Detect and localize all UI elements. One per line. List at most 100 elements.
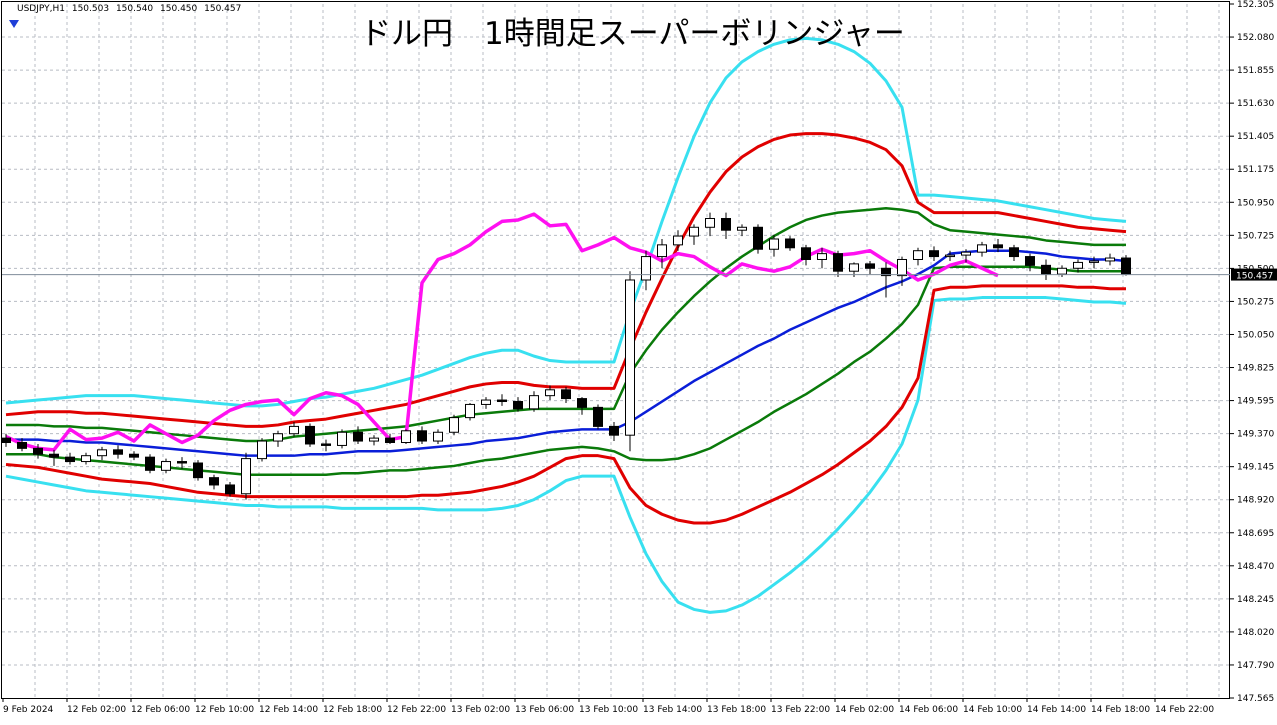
symbol-name: USDJPY,H1 <box>17 4 65 14</box>
candle-body <box>561 389 571 400</box>
time-tick-label: 14 Feb 02:00 <box>835 705 894 715</box>
price-tick-label: 151.175 <box>1237 165 1274 175</box>
candle-body <box>337 431 347 446</box>
candle-body <box>545 389 555 397</box>
band-middle <box>6 249 1127 457</box>
band-minus-3-sigma <box>5 296 1127 614</box>
chart-title: ドル円 1時間足スーパーボリンジャー <box>360 16 905 52</box>
candle-body <box>257 440 267 460</box>
price-tick-label: 151.855 <box>1237 66 1274 76</box>
candle-body <box>33 447 43 455</box>
time-tick-label: 12 Feb 14:00 <box>259 705 318 715</box>
time-tick-label: 14 Feb 10:00 <box>963 705 1022 715</box>
candle-body <box>353 431 363 442</box>
candle-body <box>817 253 827 260</box>
candle-body <box>737 226 747 231</box>
candle-body <box>49 453 59 458</box>
time-tick-label: 14 Feb 18:00 <box>1091 705 1150 715</box>
ohlc-low: 150.450 <box>160 4 198 14</box>
candle-body <box>769 238 779 250</box>
candle-body <box>1009 247 1019 258</box>
candle-body <box>1089 260 1099 263</box>
plot-border <box>1 1 1230 699</box>
price-tick-label: 147.565 <box>1237 694 1274 704</box>
candle-body <box>113 449 123 455</box>
band-plus-3-sigma <box>5 36 1127 408</box>
candle-body <box>193 462 203 479</box>
time-tick-label: 14 Feb 06:00 <box>899 705 958 715</box>
candle-body <box>97 449 107 457</box>
one-click-trading-arrow-icon[interactable] <box>9 20 19 28</box>
candle-body <box>1 437 11 444</box>
price-tick-label: 152.080 <box>1237 33 1274 43</box>
price-tick-label: 151.630 <box>1237 99 1274 109</box>
time-tick-label: 12 Feb 18:00 <box>323 705 382 715</box>
candle-body <box>273 433 283 442</box>
price-tick-label: 149.145 <box>1237 463 1274 473</box>
ohlc-close: 150.457 <box>204 4 242 14</box>
candle-body <box>209 477 219 486</box>
band-lines <box>5 36 1127 614</box>
time-tick-label: 12 Feb 02:00 <box>67 705 126 715</box>
time-tick-label: 13 Feb 10:00 <box>579 705 638 715</box>
symbol-info: USDJPY,H1 150.503 150.540 150.450 150.45… <box>17 4 245 14</box>
candle-body <box>161 461 171 471</box>
band-plus-1-sigma <box>6 206 1126 443</box>
band-minus-2-sigma <box>5 284 1126 525</box>
candle-body <box>577 398 587 408</box>
candle-body <box>385 437 395 444</box>
candle-body <box>753 226 763 250</box>
time-tick-label: 9 Feb 2024 <box>3 705 54 715</box>
candle-body <box>593 406 603 427</box>
time-tick-label: 13 Feb 18:00 <box>707 705 766 715</box>
candle-body <box>609 425 619 436</box>
time-tick-label: 14 Feb 22:00 <box>1155 705 1214 715</box>
time-tick-label: 13 Feb 14:00 <box>643 705 702 715</box>
candle-body <box>17 442 27 449</box>
candle-body <box>513 401 523 410</box>
candle-body <box>497 399 507 403</box>
grid <box>1 1 1230 699</box>
time-axis[interactable]: 9 Feb 2024 12 Feb 02:00 12 Feb 06:00 12 Feb… <box>2 698 1214 715</box>
candle-body <box>401 430 411 444</box>
candle-body <box>801 247 811 260</box>
price-tick-label: 152.305 <box>1237 0 1274 10</box>
candle-body <box>241 458 251 495</box>
candle-body <box>449 417 459 433</box>
candle-body <box>65 456 75 463</box>
price-tick-label: 148.695 <box>1237 529 1274 539</box>
candle-body <box>913 250 923 260</box>
time-tick-label: 12 Feb 06:00 <box>131 705 190 715</box>
candle-body <box>1073 261 1083 269</box>
candle-body <box>225 484 235 495</box>
candle-body <box>945 254 955 258</box>
candle-body <box>1121 257 1131 275</box>
candle-body <box>129 453 139 458</box>
price-tick-label: 151.405 <box>1237 132 1274 142</box>
candle-body <box>177 461 187 464</box>
candle-body <box>641 256 651 281</box>
candle-body <box>1057 267 1067 275</box>
candle-body <box>433 431 443 442</box>
candle-body <box>417 430 427 442</box>
candle-body <box>305 425 315 445</box>
candle-body <box>993 244 1003 249</box>
price-axis[interactable]: 152.305 152.080 151.855 151.630 151.405 151.1… <box>2 0 1277 704</box>
current-price-label: 150.457 <box>1236 272 1273 282</box>
candle-body <box>657 244 667 258</box>
candle-body <box>1041 264 1051 275</box>
candle-body <box>673 235 683 246</box>
band-plus-2-sigma <box>5 132 1127 428</box>
price-tick-label: 148.245 <box>1237 595 1274 605</box>
candle-body <box>145 456 155 471</box>
price-tick-label: 150.275 <box>1237 297 1274 307</box>
candle-body <box>849 263 859 272</box>
ohlc-open: 150.503 <box>71 4 110 14</box>
candle-body <box>529 395 539 410</box>
candle-body <box>881 267 891 277</box>
price-tick-label: 148.920 <box>1237 496 1274 506</box>
time-tick-label: 14 Feb 14:00 <box>1027 705 1086 715</box>
candle-body <box>465 403 475 419</box>
